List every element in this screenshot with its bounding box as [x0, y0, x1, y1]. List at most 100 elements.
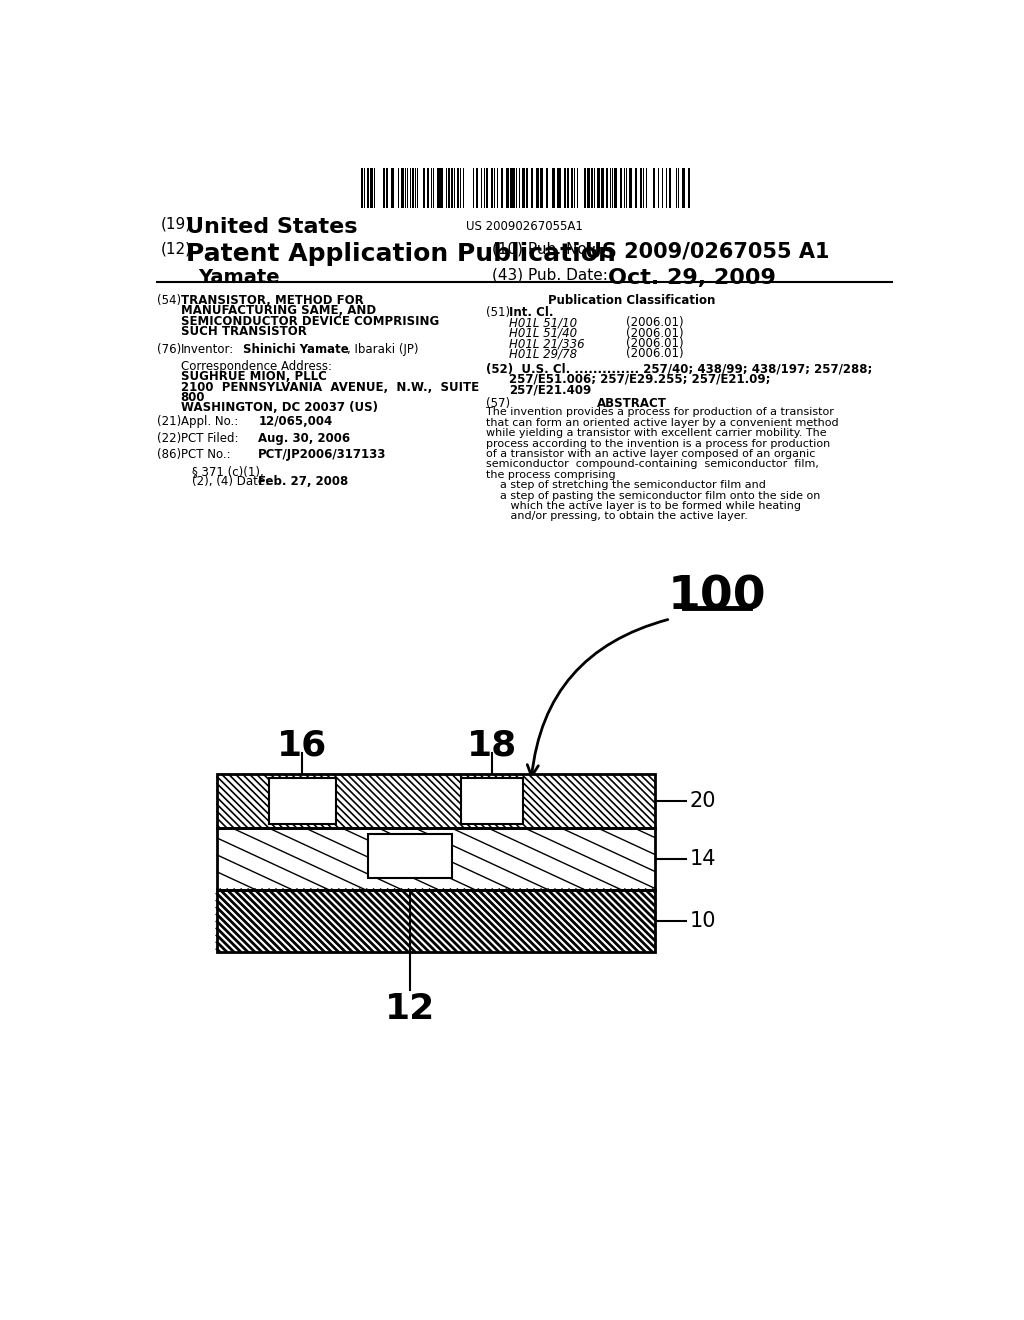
Bar [386, 168, 388, 207]
Bar [369, 834, 452, 878]
Bar [449, 168, 450, 207]
Text: (22): (22) [158, 432, 181, 445]
Bar [682, 168, 685, 207]
Bar [501, 168, 503, 207]
Text: Correspondence Address:: Correspondence Address: [180, 360, 332, 372]
Bar [531, 168, 534, 207]
Bar [512, 168, 515, 207]
Text: (2006.01): (2006.01) [626, 317, 683, 329]
Bar [269, 779, 336, 825]
Text: ABSTRACT: ABSTRACT [597, 397, 667, 411]
Bar [606, 168, 607, 207]
Bar [564, 168, 566, 207]
Bar [217, 829, 655, 890]
Text: 20: 20 [690, 792, 717, 812]
Text: (12): (12) [161, 242, 191, 256]
Bar [445, 168, 447, 207]
Text: , Ibaraki (JP): , Ibaraki (JP) [347, 343, 419, 356]
Text: Int. Cl.: Int. Cl. [509, 306, 554, 319]
Bar [526, 168, 528, 207]
Text: Oct. 29, 2009: Oct. 29, 2009 [608, 268, 776, 288]
Bar [473, 168, 474, 207]
Text: (52)  U.S. Cl. .............. 257/40; 438/99; 438/197; 257/288;: (52) U.S. Cl. .............. 257/40; 438… [486, 363, 872, 375]
Text: (54): (54) [158, 294, 181, 308]
Bar [510, 168, 512, 207]
Bar [480, 168, 482, 207]
Bar [573, 168, 575, 207]
Text: (86): (86) [158, 449, 181, 461]
Text: US 2009/0267055 A1: US 2009/0267055 A1 [586, 242, 829, 261]
Bar [587, 168, 590, 207]
Text: SUGHRUE MION, PLLC: SUGHRUE MION, PLLC [180, 370, 327, 383]
Text: of a transistor with an active layer composed of an organic: of a transistor with an active layer com… [486, 449, 815, 459]
Text: Feb. 27, 2008: Feb. 27, 2008 [258, 475, 348, 488]
Text: 12/065,004: 12/065,004 [258, 416, 333, 428]
Bar [437, 168, 439, 207]
Bar [536, 168, 539, 207]
Bar [643, 168, 644, 207]
Bar [217, 775, 655, 829]
Bar [367, 168, 369, 207]
Bar [635, 168, 637, 207]
Text: (10) Pub. No.:: (10) Pub. No.: [493, 242, 597, 256]
Bar [440, 168, 443, 207]
Bar [423, 168, 425, 207]
Bar [391, 168, 394, 207]
Bar [552, 168, 555, 207]
Text: 14: 14 [690, 849, 717, 869]
Text: H01L 21/336: H01L 21/336 [509, 337, 585, 350]
Text: H01L 51/10: H01L 51/10 [509, 317, 578, 329]
Bar [372, 168, 373, 207]
Text: Publication Classification: Publication Classification [548, 294, 716, 308]
Bar [383, 168, 385, 207]
Text: Appl. No.:: Appl. No.: [180, 416, 238, 428]
Bar [404, 168, 407, 207]
Bar [217, 829, 655, 890]
Bar [483, 168, 485, 207]
Text: while yielding a transistor with excellent carrier mobility. The: while yielding a transistor with excelle… [486, 428, 826, 438]
Bar [369, 834, 452, 878]
Text: (2006.01): (2006.01) [626, 347, 683, 360]
Bar [597, 168, 600, 207]
Bar [486, 168, 488, 207]
Bar [461, 779, 523, 825]
Text: semiconductor  compound-containing  semiconductor  film,: semiconductor compound-containing semico… [486, 459, 819, 470]
Text: 2100  PENNSYLVANIA  AVENUE,  N.W.,  SUITE: 2100 PENNSYLVANIA AVENUE, N.W., SUITE [180, 380, 479, 393]
Bar [591, 168, 593, 207]
Text: SUCH TRANSISTOR: SUCH TRANSISTOR [180, 325, 306, 338]
Text: SEMICONDUCTOR DEVICE COMPRISING: SEMICONDUCTOR DEVICE COMPRISING [180, 314, 439, 327]
Text: (2006.01): (2006.01) [626, 337, 683, 350]
Bar [621, 168, 622, 207]
Bar [521, 168, 525, 207]
Text: process according to the invention is a process for production: process according to the invention is a … [486, 438, 830, 449]
Bar [413, 168, 414, 207]
Text: (76): (76) [158, 343, 181, 356]
Text: that can form an oriented active layer by a convenient method: that can form an oriented active layer b… [486, 418, 839, 428]
Text: (19): (19) [161, 216, 191, 232]
Text: 257/E21.409: 257/E21.409 [509, 383, 592, 396]
Bar [360, 168, 362, 207]
Text: (43) Pub. Date:: (43) Pub. Date: [493, 268, 608, 282]
Bar [217, 890, 655, 952]
Text: Yamate: Yamate [198, 268, 280, 286]
Text: 257/E51.006; 257/E29.255; 257/E21.09;: 257/E51.006; 257/E29.255; 257/E21.09; [509, 372, 771, 385]
Text: US 20090267055A1: US 20090267055A1 [466, 220, 584, 234]
Text: 10: 10 [690, 911, 717, 931]
Bar [364, 168, 366, 207]
Bar [518, 168, 520, 207]
Text: (57): (57) [486, 397, 510, 411]
Bar [540, 168, 543, 207]
Text: Shinichi Yamate: Shinichi Yamate [243, 343, 348, 356]
Bar [457, 168, 459, 207]
Bar [461, 779, 523, 825]
Text: a step of stretching the semiconductor film and: a step of stretching the semiconductor f… [486, 480, 766, 490]
Text: Aug. 30, 2006: Aug. 30, 2006 [258, 432, 350, 445]
Text: 18: 18 [467, 729, 517, 762]
Bar [506, 168, 509, 207]
Bar [476, 168, 477, 207]
Bar [427, 168, 429, 207]
Bar [497, 168, 499, 207]
Bar [669, 168, 671, 207]
Text: PCT No.:: PCT No.: [180, 449, 230, 461]
Bar [688, 168, 690, 207]
